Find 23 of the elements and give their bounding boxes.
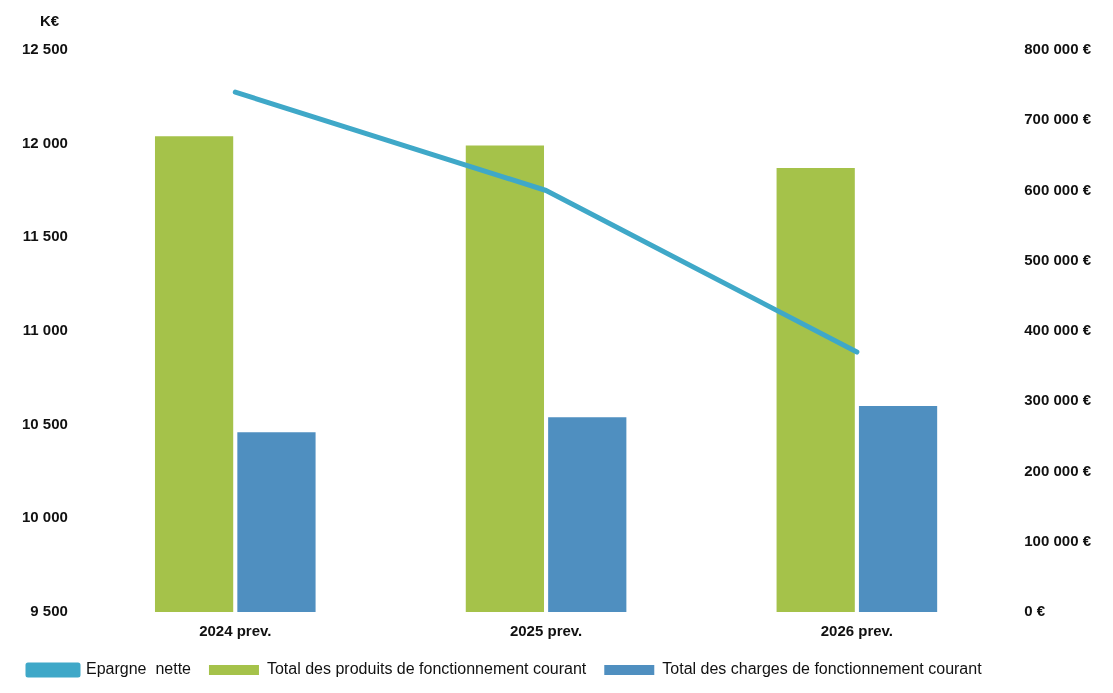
y2-tick-label: 200 000 € <box>1024 461 1092 479</box>
y-tick-label: 9 500 <box>30 602 68 620</box>
y2-tick-label: 800 000 € <box>1024 40 1092 58</box>
y2-tick-label: 600 000 € <box>1024 180 1092 198</box>
legend-label: Total des produits de fonctionnement courant <box>266 660 587 678</box>
y-tick-label: 12 500 <box>21 40 68 58</box>
y2-tick-label: 400 000 € <box>1024 321 1092 339</box>
y2-tick-label: 0 € <box>1024 602 1046 620</box>
legend-label: Epargne nette <box>86 660 192 678</box>
y2-tick-label: 700 000 € <box>1024 110 1092 128</box>
y-tick-label: 10 000 <box>21 508 68 526</box>
x-tick-label: 2025 prev. <box>509 622 583 640</box>
y-tick-label: 10 500 <box>21 414 68 432</box>
y2-tick-label: 100 000 € <box>1024 531 1092 549</box>
x-tick-label: 2026 prev. <box>820 622 894 640</box>
y2-tick-label: 500 000 € <box>1024 250 1092 268</box>
y2-tick-label: 300 000 € <box>1024 391 1092 409</box>
y-tick-label: 12 000 <box>21 133 68 151</box>
y-axis-title: K€ <box>40 12 60 30</box>
y-tick-label: 11 000 <box>22 321 68 339</box>
legend-label: Total des charges de fonctionnement courant <box>662 660 983 678</box>
y-tick-label: 11 500 <box>22 227 68 245</box>
x-tick-label: 2024 prev. <box>199 622 272 640</box>
